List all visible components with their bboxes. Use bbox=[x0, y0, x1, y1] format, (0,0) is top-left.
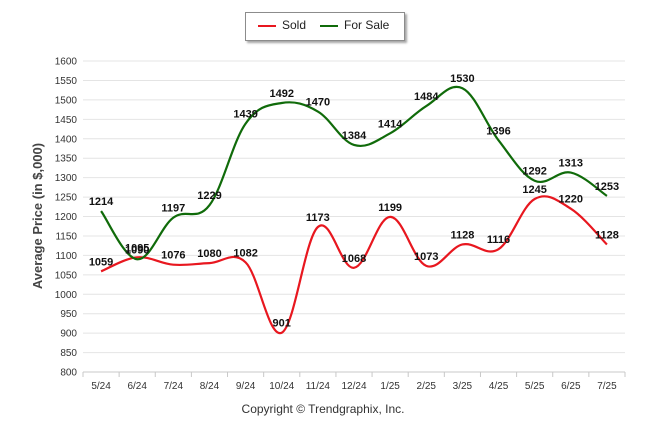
y-tick-label: 900 bbox=[60, 329, 77, 340]
y-tick-label: 1050 bbox=[55, 270, 78, 281]
for-sale-swatch-icon bbox=[320, 25, 338, 27]
y-tick-label: 1300 bbox=[55, 173, 78, 184]
data-label-sold: 1220 bbox=[559, 194, 583, 206]
data-label-for-sale: 1484 bbox=[414, 91, 439, 103]
data-label-for-sale: 1313 bbox=[559, 158, 583, 170]
y-axis-ticks: 800 850 900 950 1000 1050 1100 1150 1200 1250 1300… bbox=[55, 57, 78, 379]
x-tick-label: 6/24 bbox=[127, 381, 147, 392]
y-tick-label: 950 bbox=[60, 309, 77, 320]
x-tick-label: 1/25 bbox=[380, 381, 400, 392]
x-tick-label: 8/24 bbox=[200, 381, 220, 392]
sold-swatch-icon bbox=[258, 25, 276, 27]
data-label-for-sale: 1253 bbox=[595, 181, 619, 193]
legend: Sold For Sale bbox=[245, 12, 405, 41]
copyright-credit: Copyright © Trendgraphix, Inc. bbox=[241, 402, 405, 416]
data-label-for-sale: 1470 bbox=[306, 97, 330, 109]
gridlines bbox=[83, 60, 625, 373]
series-lines bbox=[100, 85, 608, 334]
data-label-sold: 1059 bbox=[89, 256, 113, 268]
y-tick-label: 1200 bbox=[55, 212, 78, 223]
x-tick-label: 5/24 bbox=[91, 381, 111, 392]
data-label-sold: 1068 bbox=[342, 253, 366, 265]
legend-label-for-sale: For Sale bbox=[344, 18, 390, 32]
series-line-for-sale bbox=[100, 85, 608, 261]
data-label-sold: 1245 bbox=[522, 184, 546, 196]
y-tick-label: 1550 bbox=[55, 76, 78, 87]
data-labels: 1059 1095 1076 1080 1082 901 1173 1068 1199 1073 1… bbox=[89, 73, 619, 330]
data-label-for-sale: 1384 bbox=[342, 130, 367, 142]
data-label-for-sale: 1292 bbox=[522, 166, 546, 178]
y-tick-label: 850 bbox=[60, 348, 77, 359]
data-label-for-sale: 1197 bbox=[161, 203, 185, 215]
x-axis-ticks: 5/24 6/24 7/24 8/24 9/24 10/24 11/24 12/24 1/25 2… bbox=[82, 372, 626, 392]
x-tick-label: 7/24 bbox=[164, 381, 184, 392]
y-tick-label: 1150 bbox=[55, 231, 77, 242]
data-label-for-sale: 1214 bbox=[89, 196, 114, 208]
y-tick-label: 1100 bbox=[55, 251, 77, 262]
x-tick-label: 2/25 bbox=[417, 381, 437, 392]
data-label-sold: 901 bbox=[273, 318, 291, 330]
data-label-sold: 1116 bbox=[487, 234, 510, 246]
data-label-sold: 1076 bbox=[161, 250, 185, 262]
y-tick-label: 1400 bbox=[55, 134, 78, 145]
series-line-sold bbox=[100, 195, 608, 334]
data-label-for-sale: 1090 bbox=[125, 244, 149, 256]
data-label-sold: 1095 bbox=[125, 242, 149, 254]
x-tick-label: 10/24 bbox=[269, 381, 294, 392]
y-tick-label: 1250 bbox=[55, 193, 78, 204]
data-label-sold: 1073 bbox=[414, 251, 438, 263]
data-label-sold: 1082 bbox=[233, 247, 257, 259]
data-label-sold: 1128 bbox=[595, 229, 619, 241]
data-label-sold: 1199 bbox=[378, 202, 402, 214]
y-tick-label: 1600 bbox=[55, 57, 78, 68]
y-tick-label: 1000 bbox=[55, 290, 78, 301]
x-tick-label: 3/25 bbox=[453, 381, 473, 392]
y-tick-label: 800 bbox=[60, 368, 77, 379]
y-axis-label: Average Price (in $,000) bbox=[30, 143, 45, 289]
y-tick-label: 1500 bbox=[55, 95, 78, 106]
x-tick-label: 7/25 bbox=[597, 381, 617, 392]
legend-label-sold: Sold bbox=[282, 18, 307, 32]
data-label-for-sale: 1492 bbox=[269, 88, 293, 100]
data-label-sold: 1080 bbox=[197, 248, 221, 260]
x-tick-label: 5/25 bbox=[525, 381, 545, 392]
y-tick-label: 1450 bbox=[55, 115, 78, 126]
data-label-for-sale: 1229 bbox=[197, 190, 221, 202]
x-tick-label: 4/25 bbox=[489, 381, 509, 392]
data-label-sold: 1173 bbox=[306, 212, 330, 224]
y-tick-label: 1350 bbox=[55, 154, 78, 165]
x-tick-label: 9/24 bbox=[236, 381, 256, 392]
x-tick-label: 6/25 bbox=[561, 381, 581, 392]
data-label-for-sale: 1439 bbox=[233, 109, 257, 121]
data-label-for-sale: 1396 bbox=[486, 125, 510, 137]
data-label-for-sale: 1530 bbox=[450, 73, 474, 85]
data-label-sold: 1128 bbox=[450, 229, 474, 241]
x-tick-label: 12/24 bbox=[341, 381, 366, 392]
data-label-for-sale: 1414 bbox=[378, 118, 403, 130]
x-tick-label: 11/24 bbox=[306, 381, 331, 392]
